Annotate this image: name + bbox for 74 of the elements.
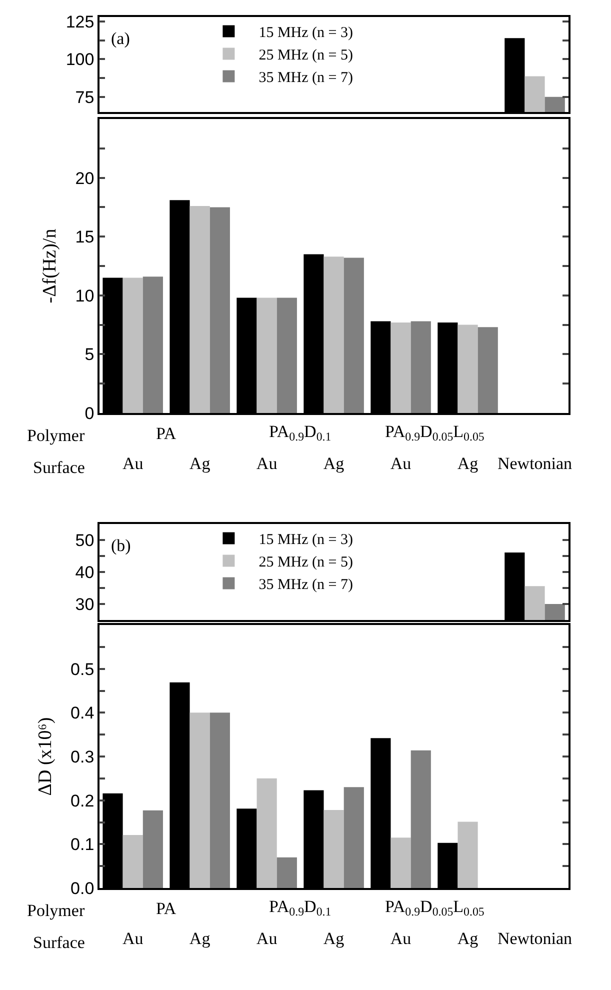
- legend-label: 15 MHz (n = 3): [258, 532, 353, 548]
- text: Polymer: [27, 426, 85, 445]
- x-tick-label: Au: [390, 929, 412, 948]
- x-tick-label: Au: [256, 454, 278, 474]
- y-tick-label: 15: [75, 228, 94, 247]
- bar: [210, 207, 230, 413]
- y-tick-label: 75: [75, 88, 94, 107]
- bar: [256, 298, 277, 413]
- x-tick-label: Newtonian: [497, 929, 573, 948]
- text: PA$_{0.9}$D$_{0.1}$: [269, 897, 332, 919]
- y-tick-label: 10: [75, 286, 94, 306]
- bar: [276, 857, 297, 888]
- bar: [142, 276, 163, 413]
- y-tick-label: 100: [66, 50, 94, 70]
- bar: [122, 834, 143, 888]
- text: Surface: [33, 933, 85, 952]
- bar: [458, 822, 478, 888]
- y-tick-label: 0.2: [70, 791, 94, 810]
- bar: [256, 778, 277, 888]
- text: PA$_{0.9}$D$_{0.05}$L$_{0.05}$: [385, 897, 484, 919]
- legend-label: 25 MHz (n = 5): [258, 554, 353, 571]
- x-tick-label: Ag: [189, 929, 211, 948]
- text: Polymer: [27, 901, 85, 920]
- bar: [142, 810, 163, 888]
- text: PA$_{0.9}$D$_{0.1}$: [269, 422, 332, 444]
- x-tick-label: Au: [256, 929, 278, 948]
- bar: [324, 810, 344, 888]
- x-tick-label: Newtonian: [497, 454, 573, 474]
- x-tick-label: Au: [390, 454, 412, 474]
- y-tick-label: 0.5: [70, 660, 94, 679]
- x-tick-label: Au: [122, 454, 144, 474]
- y-tick-label: 40: [75, 562, 94, 582]
- annotation: (a): [111, 29, 130, 48]
- y-tick-label: 0.3: [70, 747, 94, 766]
- legend-label: 15 MHz (n = 3): [258, 25, 353, 42]
- x-tick-label: Ag: [189, 454, 211, 474]
- y-tick-label: 0: [84, 404, 94, 423]
- y-tick-label: 5: [84, 345, 94, 364]
- legend-label: 35 MHz (n = 7): [258, 70, 353, 86]
- bar: [390, 322, 411, 413]
- bar: [458, 324, 478, 413]
- x-tick-label: Ag: [457, 929, 479, 948]
- text: PA: [156, 899, 177, 918]
- bar: [324, 256, 344, 413]
- annotation: (b): [111, 536, 131, 555]
- y-axis-title: -Δf(Hz)/n: [40, 228, 61, 304]
- y-tick-label: 0.0: [70, 878, 94, 898]
- y-tick-label: 30: [75, 594, 94, 614]
- y-axis-title: ΔD (x10⁶): [34, 717, 56, 796]
- bar: [344, 787, 364, 888]
- y-tick-label: 0.1: [70, 835, 94, 854]
- y-tick-label: 0.4: [70, 704, 94, 723]
- bar: [210, 712, 230, 888]
- bar: [344, 258, 364, 413]
- y-tick-label: 20: [75, 168, 94, 188]
- bar: [190, 206, 210, 413]
- bar: [410, 321, 431, 413]
- x-tick-label: Ag: [323, 929, 345, 948]
- bar: [122, 278, 143, 413]
- y-tick-label: 125: [66, 12, 94, 32]
- text: PA: [156, 424, 177, 443]
- bar: [478, 327, 498, 413]
- legend-label: 35 MHz (n = 7): [258, 577, 353, 594]
- text: PA$_{0.9}$D$_{0.05}$L$_{0.05}$: [385, 422, 484, 444]
- x-tick-label: Ag: [457, 454, 479, 474]
- x-tick-label: Ag: [323, 454, 345, 474]
- bar: [190, 712, 210, 888]
- bar: [410, 750, 431, 888]
- bar: [390, 838, 411, 888]
- text: Surface: [33, 458, 85, 477]
- y-tick-label: 50: [75, 530, 94, 550]
- bar: [276, 298, 297, 413]
- x-tick-label: Au: [122, 929, 144, 948]
- legend-label: 25 MHz (n = 5): [258, 48, 353, 64]
